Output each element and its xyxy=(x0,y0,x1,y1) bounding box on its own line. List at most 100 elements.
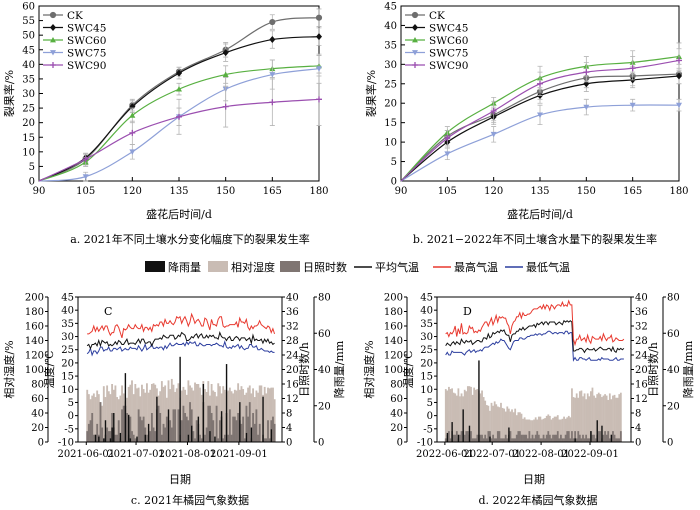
rh-bar xyxy=(459,396,461,442)
rain-tick-label: 0 xyxy=(318,438,324,449)
sunshine-bar xyxy=(245,405,248,442)
sunshine-bar xyxy=(574,431,576,442)
rh-bar xyxy=(243,394,246,442)
x-tick-label: 90 xyxy=(395,186,408,197)
x-tick-label: 2021-08-01 xyxy=(159,449,217,460)
rain-axis-label: 降雨量/mm xyxy=(681,340,695,398)
rh-tick-label: 180 xyxy=(25,307,44,318)
rh-tick-label: 60 xyxy=(390,394,403,405)
panel-letter: D xyxy=(463,305,472,318)
data-point-swc90 xyxy=(82,156,89,163)
rain-bar xyxy=(270,429,273,442)
rh-tick-label: 80 xyxy=(31,380,44,391)
sunshine-bar xyxy=(490,438,493,442)
rh-bar xyxy=(618,394,621,442)
sunshine-bar xyxy=(571,431,573,442)
rh-bar xyxy=(180,390,183,442)
sun-tick-label: 28 xyxy=(286,336,299,347)
sunshine-bar xyxy=(117,420,120,442)
rh-bar xyxy=(466,386,469,442)
sunshine-bar xyxy=(152,427,155,442)
rh-bar xyxy=(571,388,573,442)
rh-tick-label: 80 xyxy=(390,380,403,391)
rh-bar xyxy=(223,389,226,442)
sunshine-bar xyxy=(131,431,133,442)
sunshine-bar xyxy=(207,405,210,442)
sunshine-bar xyxy=(487,431,490,442)
sun-tick-label: 16 xyxy=(635,380,648,391)
sunshine-bar xyxy=(556,431,559,442)
sunshine-bar xyxy=(612,431,614,442)
sunshine-bar xyxy=(248,402,251,442)
y-tick-label: 15 xyxy=(22,133,35,144)
rh-bar xyxy=(265,393,268,442)
sunshine-bar xyxy=(165,416,168,442)
y-tick-label: 35 xyxy=(22,74,35,85)
rh-bar xyxy=(212,390,215,442)
rh-bar xyxy=(585,399,588,442)
sun-tick-label: 4 xyxy=(286,423,292,434)
rh-bar xyxy=(574,397,576,442)
y-tick-label: 20 xyxy=(22,118,35,129)
sunshine-bar xyxy=(476,434,479,442)
rh-bar xyxy=(589,391,592,442)
sunshine-bar xyxy=(615,438,618,442)
legend-label-swc45: SWC45 xyxy=(67,23,106,35)
temp-line-max xyxy=(445,299,625,347)
rh-bar xyxy=(260,385,263,442)
rain-bar xyxy=(191,425,193,442)
caption-a: a. 2021年不同土壤水分变化幅度下的裂果发生率 xyxy=(70,232,310,246)
sunshine-bar xyxy=(542,434,545,442)
rh-tick-label: 0 xyxy=(397,438,403,449)
rh-bar xyxy=(615,397,618,442)
y-axis-label: 裂果率/% xyxy=(364,70,378,117)
rain-bar xyxy=(239,402,241,442)
rh-bar xyxy=(547,414,550,442)
sunshine-bar xyxy=(210,413,213,442)
rh-bar xyxy=(612,395,614,442)
sunshine-bar xyxy=(109,431,112,442)
sunshine-bar xyxy=(164,427,167,442)
rh-bar xyxy=(267,387,269,442)
temp-tick-label: 25 xyxy=(61,345,74,356)
rh-bar xyxy=(534,417,537,442)
y-tick-label: 25 xyxy=(22,104,35,115)
x-axis-label: 盛花后时间/d xyxy=(507,207,573,221)
rh-bar xyxy=(567,415,570,442)
rh-bar xyxy=(109,394,112,442)
rh-bar xyxy=(556,415,559,442)
legend-label-swc75: SWC75 xyxy=(67,48,106,60)
rh-bar xyxy=(555,416,558,442)
rh-bar xyxy=(533,419,535,442)
sunshine-bar xyxy=(602,434,605,442)
rh-tick-label: 160 xyxy=(25,322,44,333)
rh-bar xyxy=(250,393,253,442)
sun-tick-label: 0 xyxy=(286,438,292,449)
sunshine-bar xyxy=(539,438,542,442)
rh-bar xyxy=(572,397,575,442)
rh-bar xyxy=(545,415,548,442)
temp-tick-label: 5 xyxy=(427,398,433,409)
sunshine-bar xyxy=(591,434,594,442)
sunshine-bar xyxy=(544,438,547,442)
sunshine-bar xyxy=(473,438,476,442)
sunshine-bar xyxy=(511,438,513,442)
sunshine-bar xyxy=(200,438,203,442)
rh-bar xyxy=(104,397,107,442)
sunshine-bar xyxy=(537,434,540,442)
rh-bar xyxy=(230,391,233,442)
rh-bar xyxy=(525,419,528,442)
rain-bar xyxy=(610,434,613,442)
rh-bar xyxy=(131,380,133,442)
rain-axis-label: 降雨量/mm xyxy=(332,340,346,398)
rh-bar xyxy=(258,385,261,442)
rh-bar xyxy=(597,392,600,442)
sunshine-bar xyxy=(228,409,231,442)
sunshine-bar xyxy=(558,438,561,442)
rh-bar xyxy=(218,386,221,442)
legend-marker-swc45 xyxy=(412,24,418,31)
rh-bar xyxy=(127,386,130,442)
rain-bar xyxy=(508,427,510,442)
sunshine-bar xyxy=(455,431,458,442)
sunshine-bar xyxy=(548,434,551,442)
